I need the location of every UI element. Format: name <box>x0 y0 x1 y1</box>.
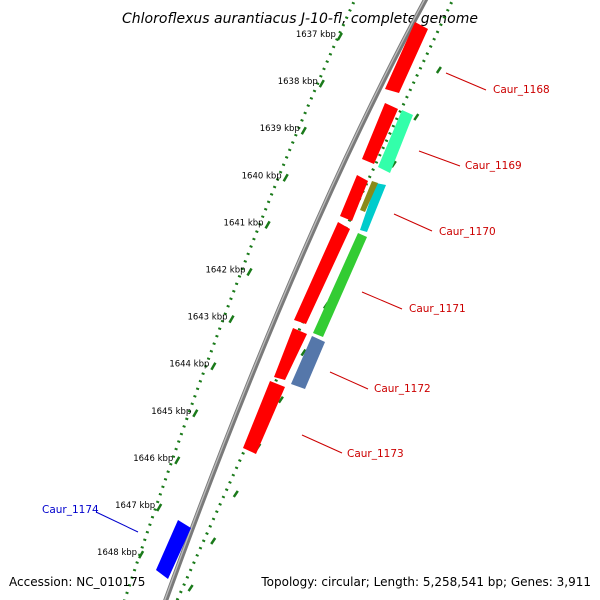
kbp-tick-label: 1640 kbp <box>242 171 282 181</box>
kbp-tick-label: 1639 kbp <box>260 124 300 134</box>
gene-label-caur-1172[interactable]: Caur_1172 <box>374 383 431 395</box>
leader-caur-1172 <box>329 371 369 390</box>
gene-feature-caur-1170[interactable] <box>340 175 368 221</box>
leader-caur-1174 <box>95 511 139 533</box>
kbp-tick-mark <box>138 550 145 559</box>
kbp-tick-mark <box>174 456 181 465</box>
gc-content-ring-outer <box>175 0 455 600</box>
leader-caur-1169 <box>418 150 461 167</box>
kbp-tick-label: 1642 kbp <box>205 266 245 276</box>
kbp-tick-mark <box>192 409 199 418</box>
kbp-tick-labels: 1637 kbp 1638 kbp 1639 kbp 1640 kbp 1641 kbp… <box>97 30 336 558</box>
kbp-tick-mark <box>318 79 325 88</box>
leader-caur-1173 <box>301 434 343 454</box>
gene-label-caur-1173[interactable]: Caur_1173 <box>347 448 404 460</box>
genome-summary-text: Topology: circular; Length: 5,258,541 bp… <box>260 575 591 589</box>
outer-ring-tick <box>413 113 420 121</box>
cog-category-bars <box>291 110 413 389</box>
outer-ring-tick <box>187 584 194 592</box>
kbp-tick-mark <box>210 362 217 371</box>
forward-strand-features <box>243 22 428 454</box>
cog-bar-caur-1172 <box>291 336 325 389</box>
gene-feature-caur-1171[interactable] <box>294 222 350 324</box>
kbp-tick-mark <box>300 126 307 135</box>
gene-feature-caur-1169[interactable] <box>362 103 398 164</box>
kbp-tick-label: 1637 kbp <box>296 30 336 40</box>
kbp-tick-label: 1645 kbp <box>151 407 191 417</box>
cog-bar-caur-1171 <box>313 233 367 337</box>
kbp-tick-mark <box>246 267 253 277</box>
gene-label-leaders <box>95 72 487 533</box>
gene-label-caur-1168[interactable]: Caur_1168 <box>493 84 550 96</box>
genome-backbone <box>163 0 429 600</box>
kbp-tick-label: 1643 kbp <box>187 313 227 323</box>
genome-backbone-highlight <box>164 0 426 600</box>
gene-label-caur-1170[interactable]: Caur_1170 <box>439 226 496 238</box>
kbp-tick-marks <box>138 32 442 592</box>
gene-label-caur-1169[interactable]: Caur_1169 <box>465 160 522 172</box>
kbp-tick-label: 1646 kbp <box>133 454 173 464</box>
outer-ring-tick <box>232 490 239 498</box>
gene-label-caur-1171[interactable]: Caur_1171 <box>409 303 466 315</box>
kbp-tick-label: 1648 kbp <box>97 548 137 558</box>
map-title: Chloroflexus aurantiacus J-10-fl, comple… <box>122 11 478 27</box>
kbp-tick-mark <box>282 173 289 182</box>
kbp-tick-mark <box>156 503 163 512</box>
gene-feature-caur-1172[interactable] <box>274 328 307 380</box>
kbp-tick-mark <box>228 314 235 324</box>
outer-ring-tick <box>277 396 284 404</box>
outer-ring-tick <box>300 348 307 357</box>
leader-caur-1170 <box>393 213 433 232</box>
gene-feature-caur-1174[interactable] <box>156 520 191 579</box>
gc-content-ring-inner <box>123 0 357 600</box>
leader-caur-1168 <box>445 72 487 91</box>
cog-bar-caur-1170-olive <box>360 181 378 212</box>
gene-label-caur-1174[interactable]: Caur_1174 <box>42 504 99 516</box>
kbp-tick-mark <box>336 32 343 41</box>
kbp-tick-mark <box>264 220 271 230</box>
cog-bar-caur-1169 <box>378 110 413 173</box>
kbp-tick-label: 1638 kbp <box>278 77 318 87</box>
leader-caur-1171 <box>361 291 403 310</box>
outer-ring-tick <box>435 66 442 74</box>
gene-feature-caur-1168[interactable] <box>385 22 428 93</box>
kbp-tick-label: 1641 kbp <box>224 218 264 228</box>
accession-text: Accession: NC_010175 <box>9 575 145 589</box>
kbp-tick-label: 1644 kbp <box>169 360 209 370</box>
outer-ring-tick <box>210 537 217 545</box>
cog-bar-caur-1170 <box>360 183 386 232</box>
gene-feature-caur-1173[interactable] <box>243 381 285 454</box>
kbp-tick-label: 1647 kbp <box>115 501 155 511</box>
